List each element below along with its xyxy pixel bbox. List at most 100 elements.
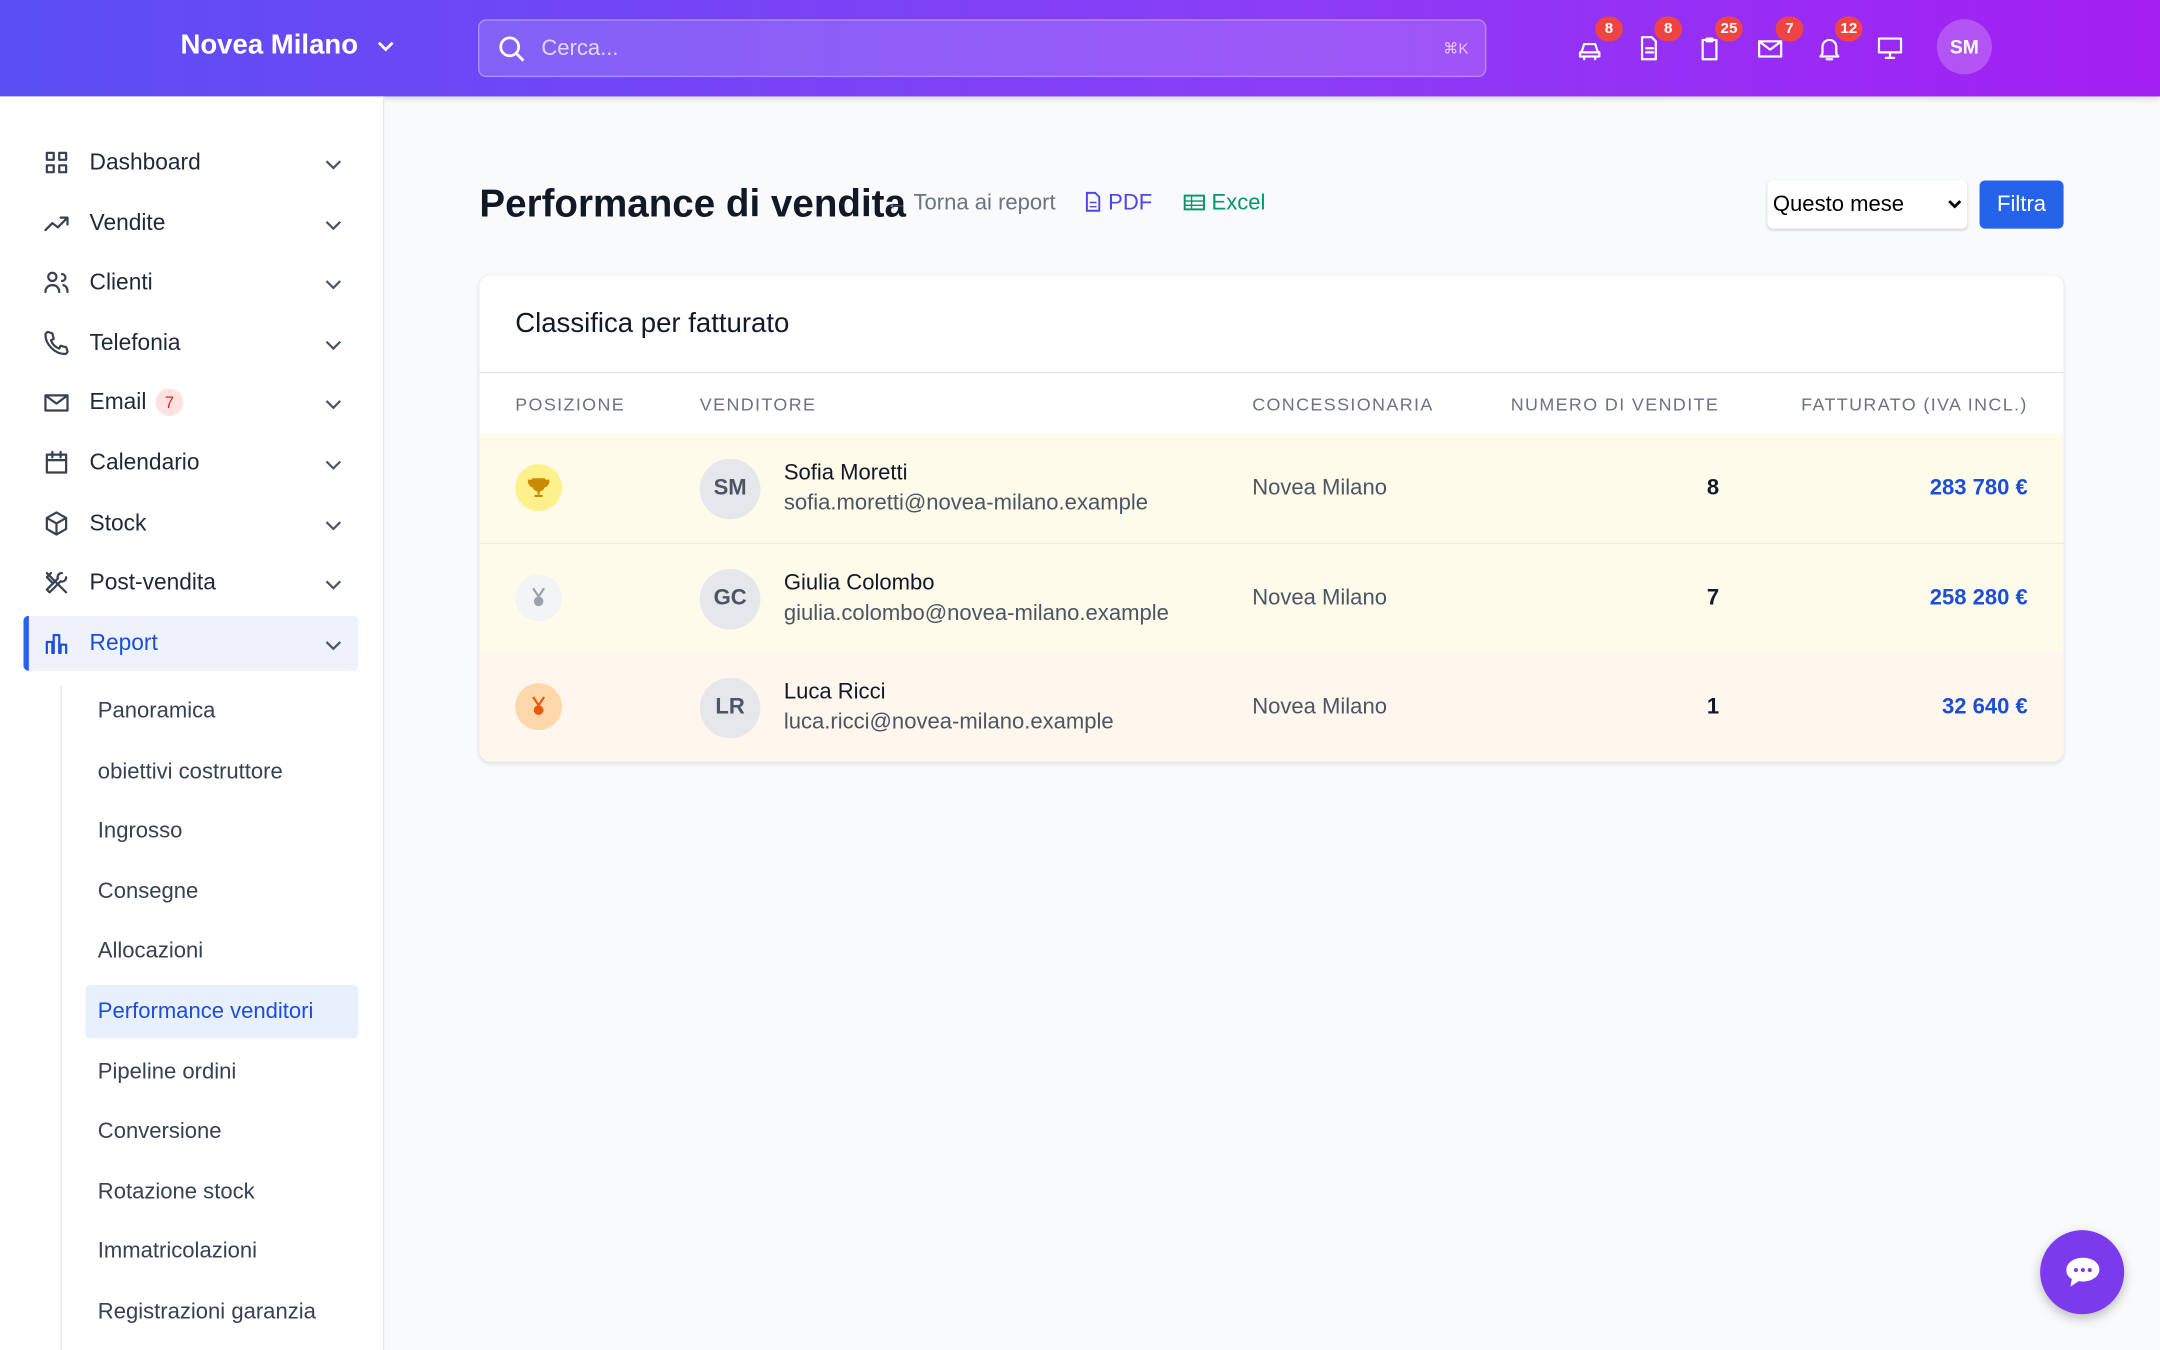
nav-chevron (324, 635, 343, 660)
icon (45, 633, 68, 654)
sub-nav-label: Pipeline ordini (97, 1060, 237, 1084)
chevron (325, 520, 342, 530)
sub-nav-item[interactable]: Consegne (85, 865, 358, 919)
nav-item[interactable]: Clienti (23, 255, 358, 310)
period-text: Questo mese (1772, 192, 1904, 217)
sub-nav-label: Conversione (97, 1120, 222, 1144)
nav-item[interactable]: Dashboard (23, 135, 358, 190)
nav-icon (43, 629, 71, 663)
page-title: Performance di vendita (479, 181, 906, 225)
search-icon (499, 36, 525, 62)
pdf-text: PDF (1108, 191, 1153, 215)
nav-item[interactable]: Vendite (23, 195, 358, 250)
icon (45, 572, 68, 594)
icon (44, 271, 69, 294)
nav-label: Report (89, 630, 158, 656)
icon (1640, 36, 1657, 61)
rank-icon (532, 586, 546, 606)
column-header: NUMERO DI VENDITE (1510, 393, 1720, 415)
table-row: LR Luca Ricci luca.ricci@novea-milano.exam… (479, 652, 2064, 762)
sub-nav-item[interactable]: Panoramica (85, 685, 358, 739)
top-icon[interactable] (1756, 34, 1784, 68)
nav-item[interactable]: Stock (23, 495, 358, 550)
nav-chevron (324, 455, 343, 480)
brand[interactable]: Novea Milano (180, 30, 359, 61)
nav-label: Clienti (89, 270, 153, 296)
nav-icon (43, 449, 71, 483)
top-icon[interactable] (1876, 34, 1904, 68)
sub-nav-item[interactable]: Pipeline ordini (85, 1045, 358, 1099)
seller-email: giulia.colombo@novea-milano.example (783, 601, 1169, 625)
nav-item[interactable]: Post-vendita (23, 555, 358, 610)
rank-badge (515, 464, 563, 512)
nav-item[interactable]: Telefonia (23, 315, 358, 370)
table-row: SM Sofia Moretti sofia.moretti@novea-milan… (479, 433, 2064, 545)
chevron (325, 400, 342, 410)
rank-icon (527, 478, 550, 498)
seller-avatar: LR (699, 677, 761, 739)
nav-chevron (324, 515, 343, 540)
nav-icon (43, 269, 71, 303)
sub-nav-item[interactable]: Ingrosso (85, 805, 358, 859)
sub-nav-item[interactable]: Immatricolazioni (85, 1225, 358, 1279)
search-shortcut: ⌘K (1443, 41, 1469, 58)
seller-avatar: GC (699, 568, 761, 629)
submenu-line (60, 686, 62, 1350)
nav-icon (43, 209, 71, 243)
chat-button[interactable] (2040, 1230, 2125, 1315)
top-bar: Novea Milano Cerca... ⌘K SM 8 8 25 7 12 (0, 0, 2160, 97)
sub-nav-label: Consegne (97, 879, 199, 904)
sub-nav-item[interactable]: Conversione (85, 1105, 358, 1159)
notification-badge: 7 (1775, 16, 1804, 42)
brand-chevron[interactable] (376, 40, 395, 54)
sales-count: 8 (1706, 476, 1720, 501)
sub-nav-label: Panoramica (97, 699, 216, 724)
icon (44, 330, 69, 355)
search-box[interactable]: Cerca... ⌘K (478, 19, 1487, 78)
chevron (325, 340, 342, 350)
chevron (325, 160, 342, 170)
pdf-link[interactable]: PDF (1084, 191, 1152, 216)
ranking-card: Classifica per fatturato POSIZIONE VENDIT… (479, 275, 2064, 762)
revenue: 32 640 € (1941, 695, 2028, 720)
top-icon[interactable] (1816, 34, 1844, 68)
revenue: 283 780 € (1929, 476, 2028, 501)
seller-email: luca.ricci@novea-milano.example (783, 710, 1114, 735)
sub-nav-item[interactable]: Rotazione stock (85, 1165, 358, 1219)
chat-icon (2066, 1257, 2100, 1287)
nav-chevron (324, 395, 343, 420)
filter-button[interactable]: Filtra (1979, 180, 2064, 229)
sub-nav-label: Registrazioni garanzia (97, 1300, 316, 1324)
top-icon[interactable] (1696, 34, 1724, 68)
nav-label: Vendite (89, 210, 166, 236)
chevron (325, 640, 342, 651)
sub-nav-label: Rotazione stock (97, 1180, 255, 1204)
dealer: Novea Milano (1252, 476, 1387, 501)
sub-nav-item[interactable]: obiettivi costruttore (85, 745, 358, 799)
excel-link[interactable]: Excel (1183, 191, 1265, 216)
icon (1578, 42, 1601, 61)
sub-nav-item[interactable]: Allocazioni (85, 925, 358, 979)
nav-chevron (324, 575, 343, 600)
nav-item[interactable]: Email 7 (23, 375, 358, 430)
sub-nav-item[interactable]: Performance venditori (85, 984, 359, 1039)
seller-name: Sofia Moretti (783, 461, 908, 485)
top-icon[interactable] (1576, 34, 1604, 68)
nav-icon (43, 569, 71, 603)
chevron (325, 220, 342, 230)
top-icon[interactable] (1635, 34, 1663, 68)
user-avatar[interactable]: SM (1936, 19, 1992, 75)
pdf-icon (1085, 191, 1101, 212)
icon (45, 450, 68, 474)
period-select[interactable]: Questo mese (1767, 180, 1968, 229)
sub-nav-item[interactable]: Registrazioni garanzia (85, 1285, 358, 1339)
column-header: VENDITORE (699, 393, 817, 415)
nav-chevron (324, 274, 343, 299)
nav-item[interactable]: Report (23, 615, 359, 671)
nav-item[interactable]: Calendario (23, 435, 358, 490)
sales-count: 7 (1706, 586, 1720, 610)
dealer: Novea Milano (1252, 586, 1387, 610)
back-link[interactable]: ← Torna ai report (885, 191, 1056, 215)
